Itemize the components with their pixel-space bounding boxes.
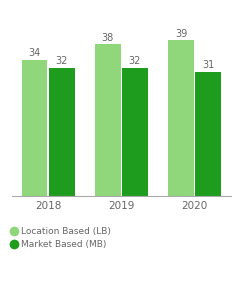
Text: 32: 32: [129, 56, 141, 67]
Bar: [195, 72, 221, 196]
Text: 38: 38: [102, 33, 114, 43]
Text: 32: 32: [55, 56, 68, 67]
Bar: [49, 68, 74, 196]
Bar: [122, 68, 148, 196]
Bar: [95, 44, 121, 196]
Text: 39: 39: [175, 29, 187, 39]
Text: 34: 34: [29, 48, 41, 58]
Bar: [22, 60, 47, 196]
Text: 31: 31: [202, 60, 214, 71]
Bar: [168, 40, 194, 196]
Legend: Location Based (LB), Market Based (MB): Location Based (LB), Market Based (MB): [8, 223, 115, 253]
